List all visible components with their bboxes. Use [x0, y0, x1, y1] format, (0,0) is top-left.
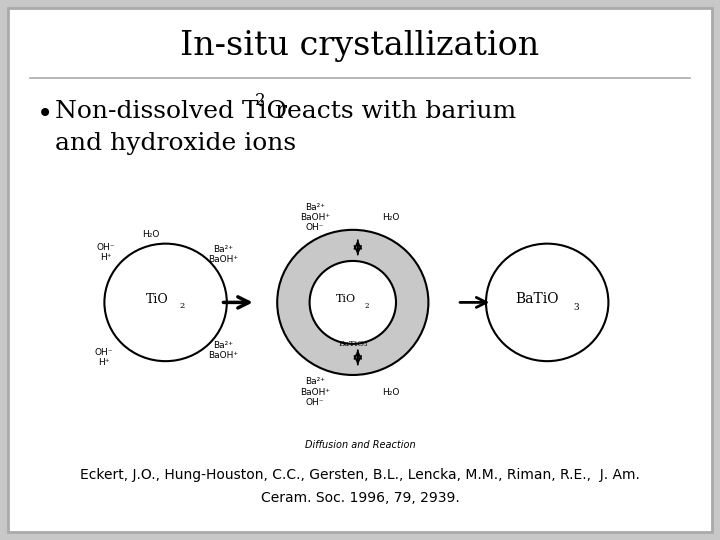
Text: TiO: TiO [336, 294, 356, 305]
Text: H₂O: H₂O [382, 388, 400, 397]
Text: Eckert, J.O., Hung-Houston, C.C., Gersten, B.L., Lencka, M.M., Riman, R.E.,  J. : Eckert, J.O., Hung-Houston, C.C., Gerste… [80, 468, 640, 482]
Text: OH⁻
H⁺: OH⁻ H⁺ [94, 348, 113, 367]
Ellipse shape [104, 244, 227, 361]
Text: 2: 2 [255, 92, 266, 109]
Text: H₂O: H₂O [142, 230, 159, 239]
Ellipse shape [310, 261, 396, 344]
Text: 2: 2 [365, 302, 369, 310]
Text: BaTiO₃: BaTiO₃ [338, 340, 367, 348]
Text: Non-dissolved TiO: Non-dissolved TiO [55, 100, 287, 123]
Text: TiO: TiO [146, 293, 169, 306]
Text: 2: 2 [179, 302, 185, 310]
Text: OH⁻
H⁺: OH⁻ H⁺ [96, 242, 115, 262]
FancyBboxPatch shape [8, 8, 712, 532]
Ellipse shape [277, 230, 428, 375]
Text: In-situ crystallization: In-situ crystallization [181, 30, 539, 62]
Text: BaTiO: BaTiO [516, 292, 559, 306]
Text: •: • [37, 100, 53, 128]
Text: Ba²⁺
BaOH⁺
OH⁻: Ba²⁺ BaOH⁺ OH⁻ [300, 377, 330, 407]
Text: H₂O: H₂O [382, 213, 400, 222]
Ellipse shape [486, 244, 608, 361]
Text: Ba²⁺
BaOH⁺
OH⁻: Ba²⁺ BaOH⁺ OH⁻ [300, 202, 330, 232]
Text: Ba²⁺
BaOH⁺: Ba²⁺ BaOH⁺ [209, 341, 238, 360]
Text: 3: 3 [573, 303, 579, 312]
Text: Diffusion and Reaction: Diffusion and Reaction [305, 440, 415, 450]
Text: Ceram. Soc. 1996, 79, 2939.: Ceram. Soc. 1996, 79, 2939. [261, 491, 459, 505]
Text: Ba²⁺
BaOH⁺: Ba²⁺ BaOH⁺ [209, 245, 238, 264]
Text: reacts with barium: reacts with barium [267, 100, 516, 123]
Text: and hydroxide ions: and hydroxide ions [55, 132, 296, 155]
